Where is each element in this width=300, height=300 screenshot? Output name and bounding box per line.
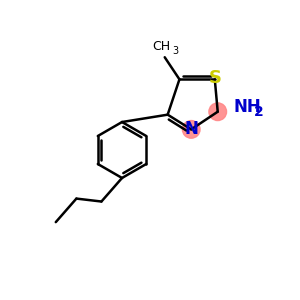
Circle shape: [209, 103, 226, 121]
Circle shape: [182, 121, 200, 138]
Text: N: N: [184, 120, 198, 138]
Text: 3: 3: [172, 46, 178, 56]
Text: CH: CH: [153, 40, 171, 53]
Text: 2: 2: [254, 105, 263, 119]
Text: S: S: [208, 69, 221, 87]
Text: NH: NH: [234, 98, 262, 116]
